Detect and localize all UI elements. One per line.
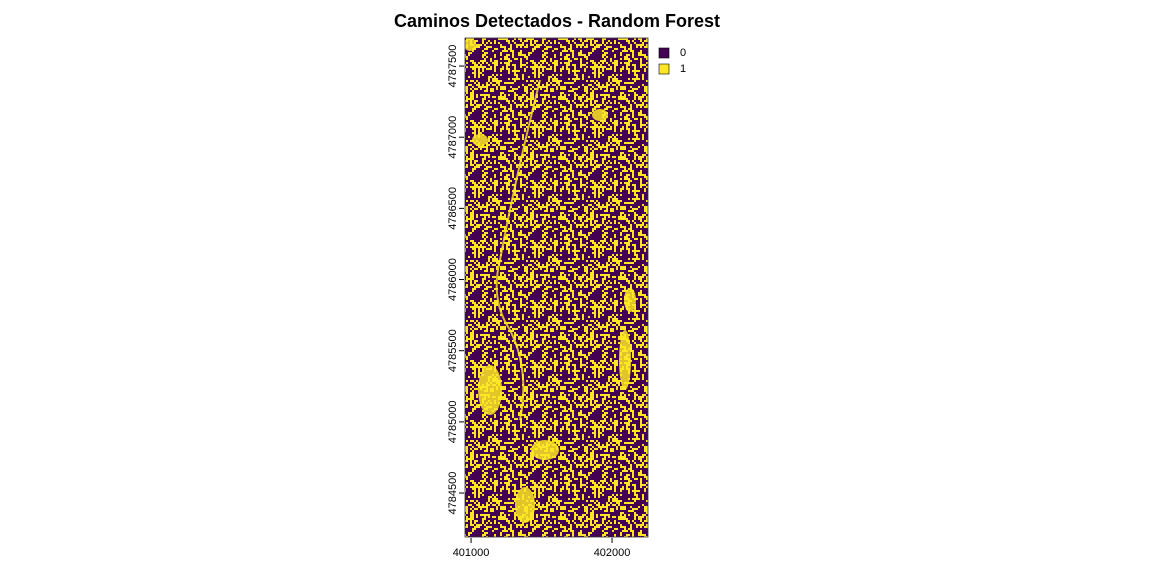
x-tick-label: 402000 [594, 547, 631, 559]
raster-blob [624, 288, 636, 312]
raster-blob [478, 365, 502, 415]
y-tick-label: 4786000 [447, 258, 459, 301]
legend-label: 0 [680, 47, 686, 59]
y-tick-label: 4785000 [447, 400, 459, 443]
raster-fill [465, 38, 648, 537]
raster-blob [515, 487, 535, 523]
raster-blob [619, 330, 631, 390]
legend-swatch [658, 63, 670, 75]
raster-blob [531, 440, 559, 460]
raster-road [495, 79, 541, 421]
y-tick-label: 4786500 [447, 187, 459, 230]
x-tick-label: 401000 [453, 547, 490, 559]
raster-blob [472, 134, 488, 146]
raster-blob [592, 109, 608, 121]
raster [465, 38, 648, 537]
y-tick-label: 4784500 [447, 472, 459, 515]
y-tick-label: 4785500 [447, 329, 459, 372]
map-frame [464, 37, 649, 538]
y-tick-label: 4787500 [447, 45, 459, 88]
legend-swatch [658, 47, 670, 59]
legend-label: 1 [680, 63, 686, 75]
chart-title: Caminos Detectados - Random Forest [394, 11, 720, 31]
raster-blob [465, 39, 476, 51]
y-tick-label: 4787000 [447, 116, 459, 159]
